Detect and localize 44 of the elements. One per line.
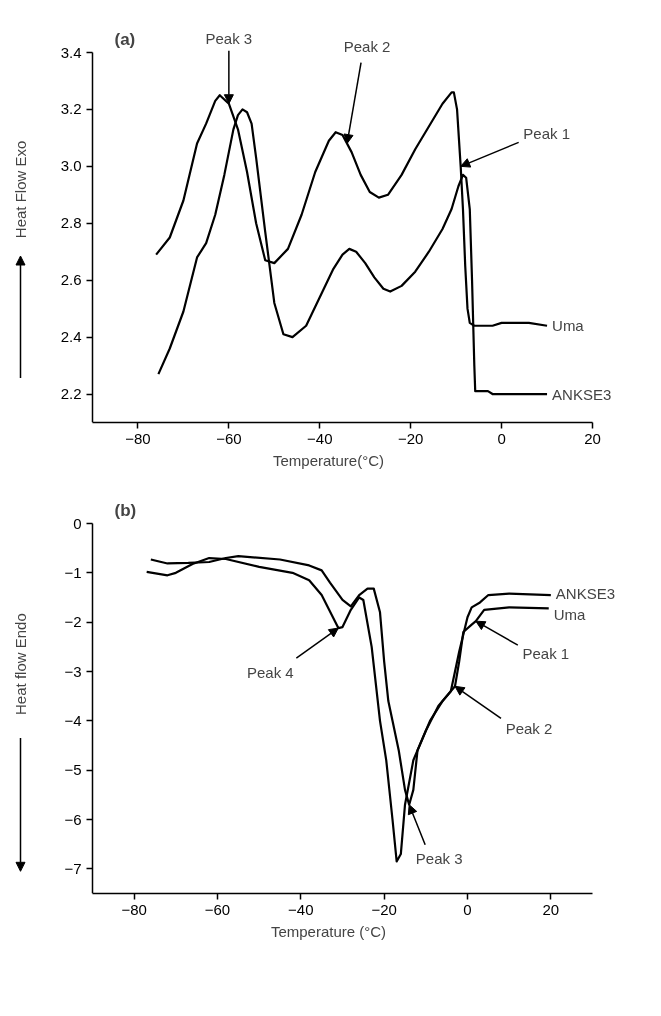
y-tick-label: 3.0	[60, 157, 82, 175]
x-axis-title: Temperature(°C)	[272, 451, 385, 469]
x-tick-label: 0	[463, 900, 472, 918]
x-tick-label: −80	[125, 429, 151, 447]
series-label: Uma	[553, 605, 587, 623]
x-tick-label: −60	[204, 900, 231, 918]
x-tick-label: −20	[397, 429, 424, 447]
y-axis-title: Heat flow Endo	[12, 613, 29, 715]
chart-title: (a)	[114, 29, 136, 49]
y-tick-label: 2.8	[60, 214, 82, 232]
annotation: Peak 4	[246, 663, 294, 681]
y-tick-label: −5	[64, 761, 82, 779]
annotation: Peak 1	[522, 644, 570, 662]
series-label: ANKSE3	[555, 584, 616, 602]
x-axis-title: Temperature (°C)	[270, 922, 387, 940]
x-tick-label: −80	[121, 900, 147, 918]
annotation: Peak 2	[343, 38, 391, 56]
x-tick-label: −20	[371, 900, 397, 918]
y-tick-label: 3.4	[60, 43, 82, 61]
y-tick-label: −4	[64, 711, 82, 729]
y-tick-label: −1	[64, 563, 82, 581]
x-tick-label: 0	[497, 429, 506, 447]
x-tick-label: −40	[288, 900, 314, 918]
x-tick-label: −40	[307, 429, 333, 447]
y-tick-label: −3	[64, 662, 82, 680]
x-tick-label: −60	[216, 429, 242, 447]
y-tick-label: 3.2	[60, 100, 82, 118]
x-tick-label: 20	[542, 900, 560, 918]
y-tick-label: 0	[73, 514, 82, 532]
series-label: ANKSE3	[552, 385, 612, 403]
annotation: Peak 2	[505, 719, 553, 737]
y-tick-label: −7	[64, 859, 82, 877]
y-tick-label: 2.4	[60, 328, 82, 346]
y-tick-label: −6	[64, 810, 82, 828]
y-tick-label: 2.6	[60, 271, 82, 289]
annotation: Peak 3	[205, 30, 253, 48]
chart-title: (b)	[114, 500, 137, 520]
series-label: Uma	[552, 317, 585, 335]
annotation: Peak 3	[415, 850, 463, 868]
y-tick-label: −2	[64, 613, 82, 631]
x-tick-label: 20	[584, 429, 601, 447]
y-tick-label: 2.2	[60, 385, 82, 403]
y-axis-title: Heat Flow Exo	[12, 140, 29, 239]
annotation: Peak 1	[523, 124, 571, 142]
